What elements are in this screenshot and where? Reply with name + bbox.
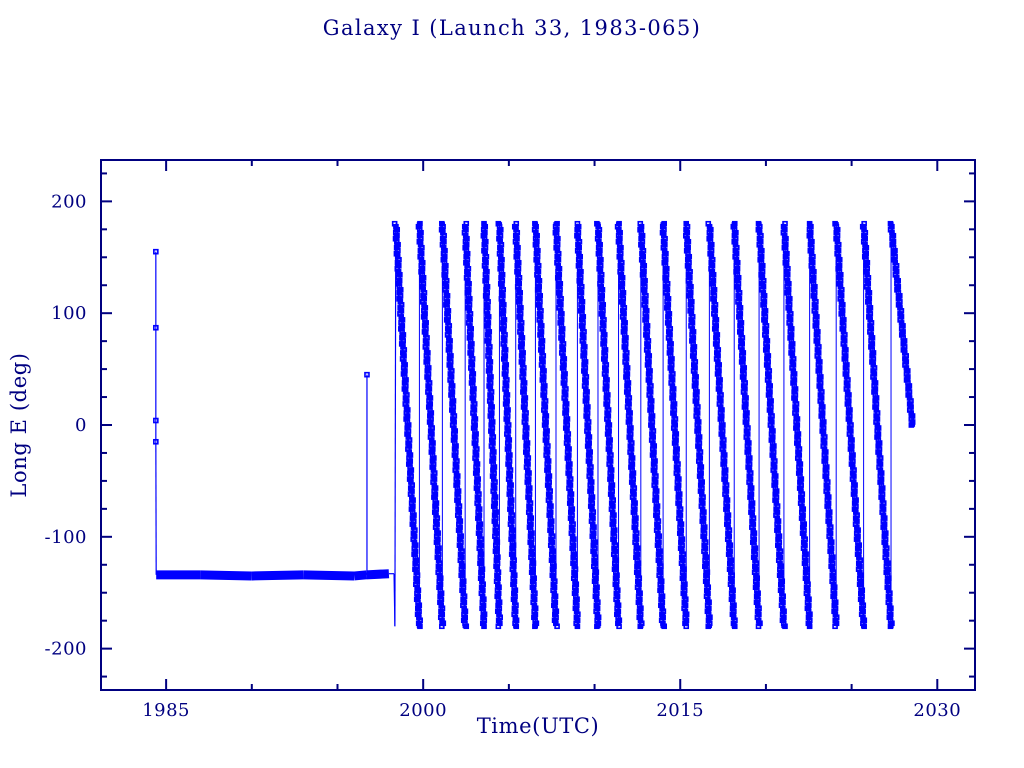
data-marker-filled <box>481 624 487 629</box>
data-marker <box>616 623 622 630</box>
data-series-layer <box>153 220 916 630</box>
data-marker <box>153 438 159 445</box>
y-axis-ticks <box>101 172 975 678</box>
data-line <box>394 223 397 627</box>
data-line <box>366 569 390 580</box>
data-line <box>200 570 252 581</box>
data-marker-filled <box>416 624 423 629</box>
data-line <box>251 570 304 581</box>
data-marker-filled <box>462 624 468 629</box>
data-marker <box>439 623 445 630</box>
data-marker <box>153 324 159 331</box>
data-line <box>354 570 368 581</box>
data-marker <box>364 371 370 378</box>
data-marker <box>153 248 159 255</box>
data-marker <box>153 417 159 424</box>
data-marker <box>495 623 502 630</box>
data-line <box>303 570 355 581</box>
page-title: Galaxy I (Launch 33, 1983-065) <box>322 16 702 40</box>
x-axis-ticks <box>165 160 939 690</box>
